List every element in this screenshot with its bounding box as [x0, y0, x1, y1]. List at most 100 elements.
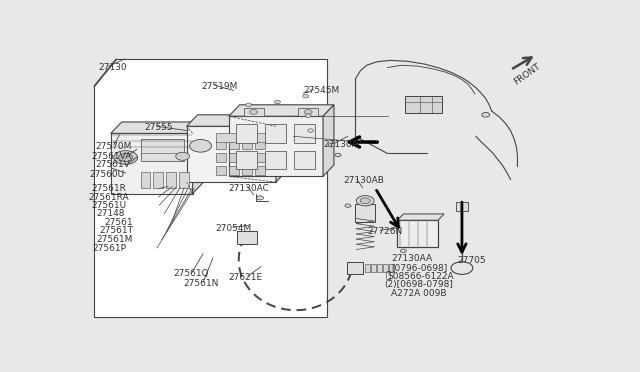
Bar: [456, 202, 468, 211]
Bar: [294, 151, 315, 169]
Circle shape: [482, 112, 490, 117]
Bar: [347, 262, 363, 274]
Text: 27054M: 27054M: [215, 224, 251, 233]
Text: 27561VA: 27561VA: [91, 152, 131, 161]
Bar: [265, 124, 286, 143]
Circle shape: [345, 204, 351, 207]
Bar: [255, 140, 265, 149]
Circle shape: [335, 153, 341, 157]
Bar: [141, 172, 150, 188]
Bar: [377, 264, 382, 272]
Text: A272A 009B: A272A 009B: [392, 289, 447, 298]
Bar: [229, 153, 239, 162]
Circle shape: [304, 110, 312, 114]
Polygon shape: [229, 105, 334, 116]
Circle shape: [360, 198, 370, 203]
Bar: [237, 231, 257, 244]
Bar: [141, 139, 184, 160]
Text: 27519M: 27519M: [202, 82, 238, 91]
Circle shape: [250, 110, 257, 114]
Bar: [229, 166, 239, 175]
Bar: [242, 140, 252, 149]
Bar: [216, 166, 227, 175]
Text: 27130: 27130: [99, 63, 127, 72]
Circle shape: [275, 100, 280, 104]
Bar: [355, 203, 375, 222]
Bar: [244, 108, 264, 116]
Bar: [166, 172, 176, 188]
Text: 27561Q: 27561Q: [173, 269, 209, 278]
Text: 27561V: 27561V: [95, 160, 130, 169]
Polygon shape: [276, 115, 287, 182]
Bar: [389, 264, 394, 272]
Bar: [216, 133, 271, 142]
Bar: [294, 124, 315, 143]
Text: 27621E: 27621E: [229, 273, 263, 282]
Text: 27570M: 27570M: [95, 142, 131, 151]
Polygon shape: [193, 122, 204, 193]
Text: 27130AA: 27130AA: [392, 254, 433, 263]
Text: 27561P: 27561P: [92, 244, 126, 253]
Bar: [255, 153, 265, 162]
Text: 27561T: 27561T: [100, 226, 134, 235]
Text: 27705: 27705: [457, 256, 486, 264]
Text: 27545M: 27545M: [303, 86, 339, 95]
Text: Ⓢ: Ⓢ: [385, 272, 391, 280]
Circle shape: [305, 114, 311, 118]
Bar: [216, 153, 227, 162]
Circle shape: [257, 196, 264, 200]
Bar: [236, 124, 257, 143]
Text: 27561: 27561: [105, 218, 133, 227]
Text: 27130AC: 27130AC: [229, 184, 269, 193]
Bar: [365, 264, 370, 272]
Circle shape: [189, 140, 211, 152]
Text: 27555: 27555: [145, 123, 173, 132]
Circle shape: [114, 151, 138, 164]
Text: S08566-6122A: S08566-6122A: [388, 272, 454, 280]
Circle shape: [328, 143, 335, 147]
Circle shape: [356, 196, 374, 206]
Text: 27130A: 27130A: [323, 140, 358, 150]
Text: 27148: 27148: [96, 209, 124, 218]
Bar: [154, 172, 163, 188]
Text: (2)[0698-0798]: (2)[0698-0798]: [385, 280, 453, 289]
Circle shape: [118, 154, 132, 161]
Bar: [265, 151, 286, 169]
Bar: [242, 153, 252, 162]
Text: 27561U: 27561U: [91, 201, 126, 209]
Bar: [383, 264, 388, 272]
Bar: [236, 151, 257, 169]
Text: 27561M: 27561M: [96, 235, 132, 244]
Polygon shape: [111, 122, 204, 134]
Polygon shape: [187, 115, 287, 126]
Text: 27726N: 27726N: [367, 227, 403, 236]
Text: FRONT: FRONT: [513, 61, 543, 86]
Circle shape: [308, 129, 314, 132]
Bar: [111, 134, 193, 193]
Bar: [397, 220, 438, 247]
Text: 27560U: 27560U: [89, 170, 124, 179]
Bar: [187, 126, 276, 182]
Bar: [371, 264, 376, 272]
Bar: [229, 140, 239, 149]
Circle shape: [303, 94, 308, 98]
Circle shape: [451, 262, 473, 275]
Circle shape: [176, 152, 189, 160]
Bar: [216, 140, 227, 149]
Text: 27130AB: 27130AB: [343, 176, 384, 185]
Bar: [179, 172, 189, 188]
Bar: [405, 96, 442, 113]
Bar: [229, 116, 323, 176]
Text: 27561R: 27561R: [91, 184, 126, 193]
Text: 27561RA: 27561RA: [88, 193, 129, 202]
Bar: [242, 166, 252, 175]
Circle shape: [246, 103, 252, 106]
Circle shape: [401, 249, 406, 253]
Polygon shape: [323, 105, 334, 176]
Text: [0796-0698]: [0796-0698]: [392, 263, 448, 272]
Polygon shape: [397, 214, 444, 220]
Bar: [255, 166, 265, 175]
Bar: [298, 108, 318, 116]
Text: 27561N: 27561N: [183, 279, 218, 288]
Polygon shape: [94, 59, 327, 317]
